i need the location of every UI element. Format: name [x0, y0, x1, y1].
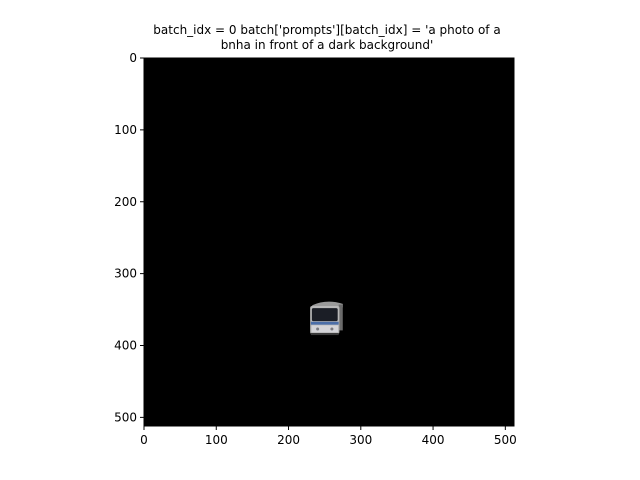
image-object-layer: [310, 301, 343, 336]
bus-bumper: [310, 332, 339, 336]
x-tick-label: 300: [349, 433, 372, 447]
x-tick-label: 0: [140, 433, 148, 447]
y-tick-label: 500: [114, 410, 137, 424]
axes-frame: [143, 57, 515, 427]
bus-side-panel: [338, 304, 343, 331]
y-tick-label: 100: [114, 123, 137, 137]
y-tick-label: 0: [129, 51, 137, 65]
bus-windshield: [311, 308, 338, 322]
y-tick-label: 400: [114, 339, 137, 353]
y-axis: 0 100 200 300 400 500: [114, 51, 144, 424]
x-tick-label: 200: [277, 433, 300, 447]
x-tick-label: 400: [422, 433, 445, 447]
image-area: [144, 58, 514, 426]
chart-title-line-2: bnha in front of a dark background': [221, 38, 434, 52]
bus-headlight-left: [316, 327, 320, 331]
y-tick-label: 300: [114, 267, 137, 281]
bus-icon: [310, 301, 343, 336]
chart-title: batch_idx = 0 batch['prompts'][batch_idx…: [153, 23, 500, 52]
x-axis: 0 100 200 300 400 500: [140, 426, 517, 447]
x-tick-label: 500: [494, 433, 517, 447]
x-tick-label: 100: [205, 433, 228, 447]
bus-stripe: [310, 321, 339, 325]
chart-title-line-1: batch_idx = 0 batch['prompts'][batch_idx…: [153, 23, 500, 37]
bus-lower-front: [311, 325, 339, 333]
bus-headlight-right: [330, 327, 334, 331]
y-tick-label: 200: [114, 195, 137, 209]
